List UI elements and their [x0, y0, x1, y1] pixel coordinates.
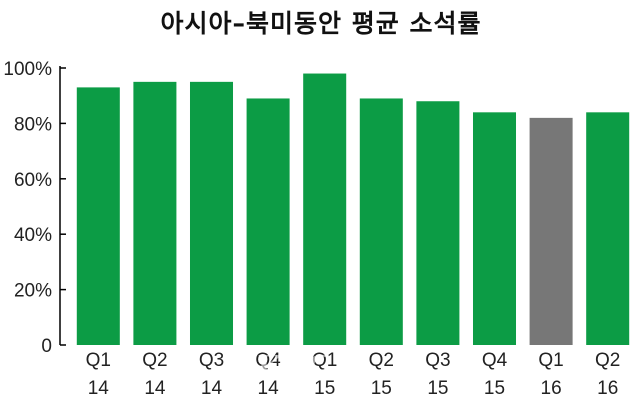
x-tick-label: 14	[144, 378, 166, 399]
y-tick-label: 20%	[14, 281, 52, 302]
x-tick-label: 15	[484, 378, 505, 399]
x-tick-label: 14	[88, 378, 110, 399]
bar	[133, 81, 177, 345]
x-tick-label: Q1	[86, 350, 111, 371]
bar	[529, 117, 573, 345]
x-tick-label: Q4	[482, 350, 508, 371]
chart-title: 아시아–북미동안 평균 소석률	[160, 9, 482, 38]
bar	[359, 98, 403, 345]
x-tick-label: Q3	[425, 350, 450, 371]
x-tick-label: Q4	[255, 350, 281, 371]
bar	[416, 101, 460, 346]
x-tick-label: 15	[427, 378, 448, 399]
bar	[246, 98, 290, 345]
x-tick-label: Q3	[199, 350, 224, 371]
x-tick-label: Q1	[312, 350, 337, 371]
x-tick-label: Q2	[142, 350, 167, 371]
x-tick-label: 15	[371, 378, 392, 399]
x-tick-label: Q2	[595, 350, 620, 371]
x-tick-label: Q1	[538, 350, 563, 371]
watermark: KSG	[258, 348, 336, 385]
bar	[472, 112, 517, 345]
bar	[303, 73, 347, 345]
y-tick-label: 100%	[3, 59, 52, 80]
x-tick-label: 16	[541, 378, 562, 399]
y-tick-label: 80%	[14, 114, 52, 135]
y-tick-label: 40%	[14, 225, 52, 246]
x-tick-label: 15	[314, 378, 335, 399]
y-tick-label: 60%	[14, 170, 52, 191]
bar	[189, 81, 234, 345]
x-tick-label: 14	[201, 378, 223, 399]
y-tick-label: 0	[41, 336, 52, 357]
bar	[76, 87, 120, 345]
x-tick-label: Q2	[369, 350, 394, 371]
bar	[586, 112, 630, 345]
x-tick-label: 14	[258, 378, 280, 399]
x-tick-label: 16	[597, 378, 618, 399]
